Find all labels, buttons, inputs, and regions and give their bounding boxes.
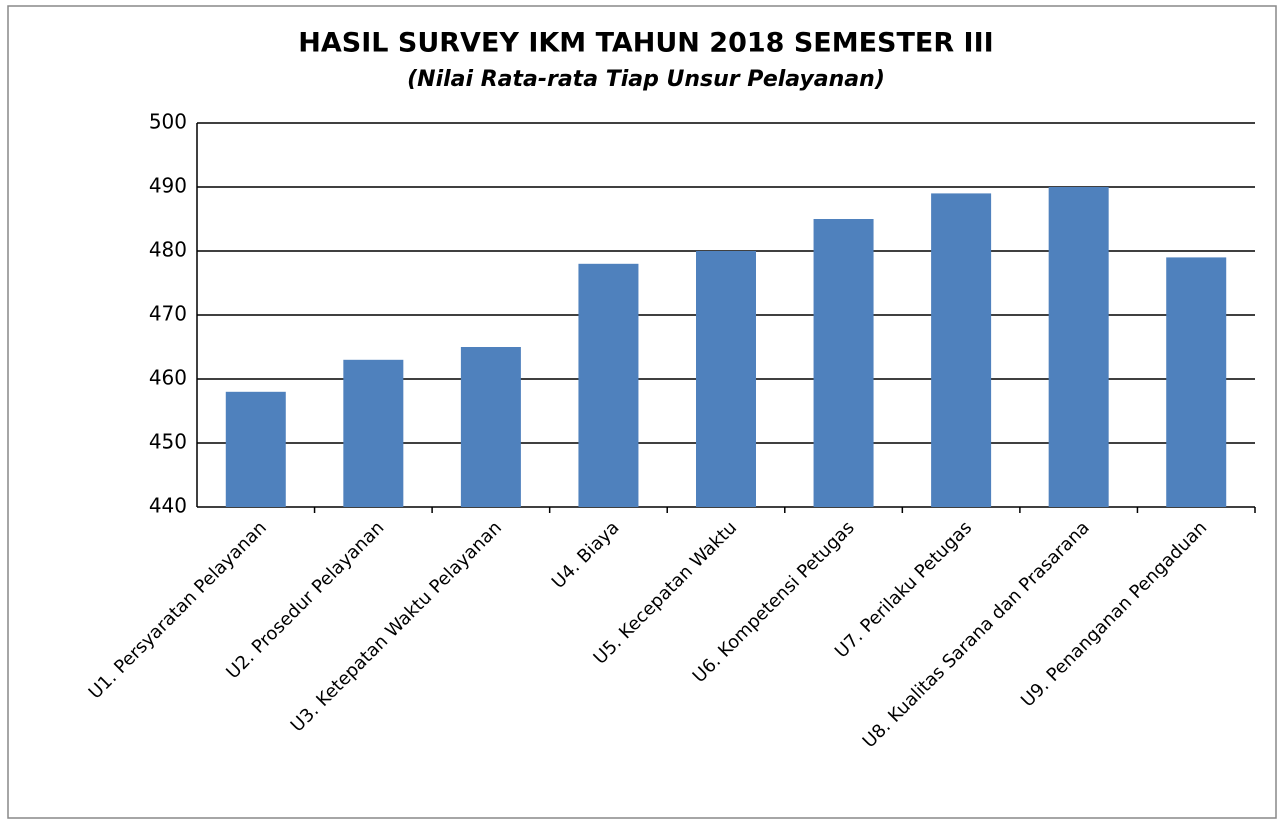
bar xyxy=(343,359,404,507)
bar xyxy=(931,193,992,507)
chart-title: HASIL SURVEY IKM TAHUN 2018 SEMESTER III xyxy=(298,28,993,59)
y-tick-label: 440 xyxy=(149,494,187,518)
bar xyxy=(1048,187,1109,507)
y-tick-label: 460 xyxy=(149,366,187,390)
chart-subtitle: (Nilai Rata-rata Tiap Unsur Pelayanan) xyxy=(407,67,885,92)
bar xyxy=(813,219,874,507)
y-tick-label: 490 xyxy=(149,174,187,198)
bar xyxy=(460,347,521,507)
bar xyxy=(1166,257,1227,507)
y-tick-label: 480 xyxy=(149,238,187,262)
bar xyxy=(225,391,286,507)
y-tick-label: 500 xyxy=(149,110,187,134)
bar xyxy=(578,263,639,507)
y-tick-label: 450 xyxy=(149,430,187,454)
bar xyxy=(696,251,756,507)
y-tick-label: 470 xyxy=(149,302,187,326)
